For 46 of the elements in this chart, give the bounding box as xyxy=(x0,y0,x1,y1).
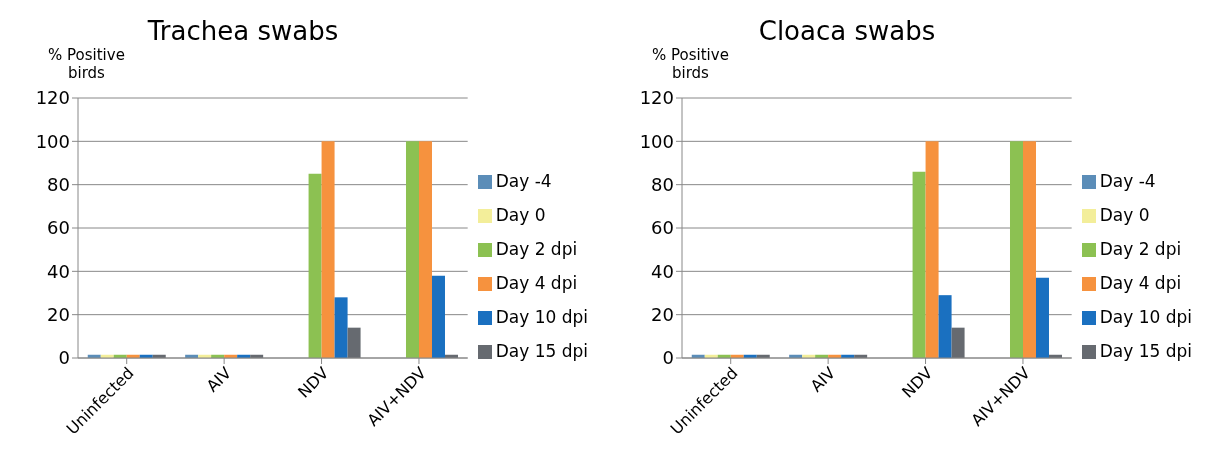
bar xyxy=(419,141,432,358)
legend-label: Day 15 dpi xyxy=(495,340,588,361)
x-tick-label: AIV xyxy=(202,363,236,396)
y-tick-label: 20 xyxy=(651,304,674,326)
legend-label: Day 2 dpi xyxy=(495,238,578,259)
bar xyxy=(925,141,939,358)
y-tick-label: 80 xyxy=(47,174,70,196)
x-tick-label: AIV xyxy=(806,363,840,396)
bar xyxy=(347,327,361,358)
y-tick-label: 40 xyxy=(47,260,70,282)
bar xyxy=(406,141,419,358)
legend-label: Day 2 dpi xyxy=(1099,238,1182,259)
legend-label: Day 4 dpi xyxy=(1099,272,1182,293)
bar xyxy=(321,141,335,358)
legend-label: Day -4 xyxy=(1099,170,1156,191)
bar xyxy=(1036,277,1049,358)
bar xyxy=(912,171,926,358)
y-tick-label: 60 xyxy=(47,217,70,239)
y-tick-label: 0 xyxy=(662,347,674,369)
y-tick-label: 0 xyxy=(58,347,70,369)
chart-title: Cloaca swabs xyxy=(757,16,937,46)
legend-label: Day 10 dpi xyxy=(495,306,588,327)
bar xyxy=(1023,141,1036,358)
y-tick-label: 100 xyxy=(35,130,70,152)
bar xyxy=(432,275,445,358)
y-tick-label: 60 xyxy=(651,217,674,239)
bar xyxy=(938,295,952,358)
y-tick-label: 120 xyxy=(35,87,70,109)
legend-label: Day 0 xyxy=(495,204,546,225)
chart-title: Trachea swabs xyxy=(146,16,340,46)
y-axis-title: % Positive birds xyxy=(652,46,729,82)
y-axis-title: % Positive birds xyxy=(48,46,125,82)
y-tick-label: 100 xyxy=(639,130,674,152)
y-tick-label: 40 xyxy=(651,260,674,282)
bar xyxy=(308,173,322,358)
legend-label: Day -4 xyxy=(495,170,552,191)
y-tick-label: 120 xyxy=(639,87,674,109)
legend-label: Day 10 dpi xyxy=(1099,306,1192,327)
y-tick-label: 20 xyxy=(47,304,70,326)
legend-label: Day 15 dpi xyxy=(1099,340,1192,361)
legend-label: Day 4 dpi xyxy=(495,272,578,293)
bar xyxy=(951,327,965,358)
y-tick-label: 80 xyxy=(651,174,674,196)
legend-label: Day 0 xyxy=(1099,204,1150,225)
bar xyxy=(1010,141,1023,358)
bar xyxy=(334,297,348,358)
